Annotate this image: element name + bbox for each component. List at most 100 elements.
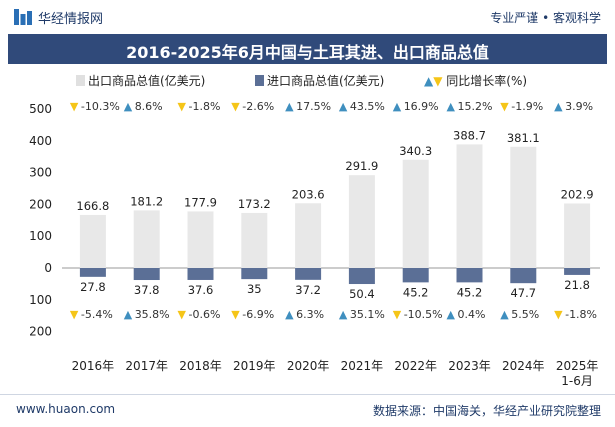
growth-down-icon: ▼ xyxy=(70,100,79,113)
import-growth-label: 5.5% xyxy=(511,308,539,321)
growth-up-icon: ▲ xyxy=(447,308,456,321)
export-bar xyxy=(402,159,429,268)
export-growth-label: 17.5% xyxy=(296,100,331,113)
footer-url: www.huaon.com xyxy=(16,402,116,416)
import-growth-label: -1.8% xyxy=(565,308,597,321)
export-growth-label: -2.6% xyxy=(242,100,274,113)
export-bar xyxy=(456,144,483,268)
import-value-label: 45.2 xyxy=(457,285,483,299)
export-value-label: 202.9 xyxy=(561,187,594,201)
growth-up-icon: ▲ xyxy=(285,100,294,113)
export-growth-label: 15.2% xyxy=(458,100,493,113)
x-category-label: 2018年 xyxy=(179,359,222,373)
legend-up-icon: ▲ xyxy=(424,74,434,88)
import-bar xyxy=(402,268,429,283)
import-value-label: 37.8 xyxy=(134,283,160,297)
growth-down-icon: ▼ xyxy=(500,100,509,113)
export-bar xyxy=(510,146,537,268)
legend-export-label: 出口商品总值(亿美元) xyxy=(88,74,206,88)
import-growth-label: -6.9% xyxy=(242,308,274,321)
export-growth-label: 16.9% xyxy=(404,100,439,113)
import-bar xyxy=(295,268,322,280)
import-growth-label: 0.4% xyxy=(458,308,486,321)
y-tick-label: 400 xyxy=(29,134,52,148)
x-category-label: 2025年 1-6月 xyxy=(556,359,599,388)
y-tick-label: 100 xyxy=(29,293,52,307)
export-value-label: 388.7 xyxy=(453,128,486,142)
growth-up-icon: ▲ xyxy=(339,100,348,113)
legend-growth-label: 同比增长率(%) xyxy=(446,74,528,88)
legend-export: 出口商品总值(亿美元) xyxy=(76,72,205,89)
import-bar xyxy=(133,268,160,281)
growth-up-icon: ▲ xyxy=(554,100,563,113)
x-category-label: 2017年 xyxy=(125,359,168,373)
import-growth-label: 35.8% xyxy=(135,308,170,321)
growth-up-icon: ▲ xyxy=(500,308,509,321)
legend-import: 进口商品总值(亿美元) xyxy=(255,72,384,89)
growth-down-icon: ▼ xyxy=(393,308,402,321)
export-value-label: 173.2 xyxy=(238,197,271,211)
legend-import-label: 进口商品总值(亿美元) xyxy=(267,74,385,88)
y-tick-label: 200 xyxy=(29,325,52,339)
legend-export-swatch xyxy=(76,75,85,86)
growth-up-icon: ▲ xyxy=(124,308,133,321)
growth-down-icon: ▼ xyxy=(231,100,240,113)
x-category-label: 2022年 xyxy=(394,359,437,373)
export-bar xyxy=(295,203,322,268)
growth-up-icon: ▲ xyxy=(124,100,133,113)
chart-legend: 出口商品总值(亿美元) 进口商品总值(亿美元) ▲▼ 同比增长率(%) xyxy=(0,68,615,92)
export-bar xyxy=(79,214,106,268)
legend-import-swatch xyxy=(255,75,264,86)
import-bar xyxy=(348,268,375,285)
y-tick-label: 500 xyxy=(29,102,52,116)
export-value-label: 203.6 xyxy=(292,187,325,201)
export-value-label: 166.8 xyxy=(76,199,109,213)
export-bar xyxy=(187,211,214,268)
slogan: 专业严谨 • 客观科学 xyxy=(490,11,601,25)
x-category-label: 2021年 xyxy=(341,359,384,373)
x-category-label: 2024年 xyxy=(502,359,545,373)
footer-divider xyxy=(0,394,615,395)
import-value-label: 35 xyxy=(247,282,262,296)
export-growth-label: 3.9% xyxy=(565,100,593,113)
x-category-label: 2020年 xyxy=(287,359,330,373)
export-bar xyxy=(564,203,591,268)
import-bar xyxy=(564,268,591,275)
growth-up-icon: ▲ xyxy=(393,100,402,113)
y-tick-label: 0 xyxy=(44,261,52,275)
export-value-label: 381.1 xyxy=(507,131,540,145)
legend-growth: ▲▼ 同比增长率(%) xyxy=(424,72,527,89)
y-tick-label: 300 xyxy=(29,166,52,180)
export-value-label: 177.9 xyxy=(184,195,217,209)
x-category-label: 2016年 xyxy=(72,359,115,373)
export-bar xyxy=(133,210,160,268)
growth-up-icon: ▲ xyxy=(339,308,348,321)
data-source: 数据来源：中国海关，华经产业研究院整理 xyxy=(372,404,601,418)
import-bar xyxy=(456,268,483,283)
import-value-label: 37.2 xyxy=(295,283,321,297)
title-band: 2016-2025年6月中国与土耳其进、出口商品总值 xyxy=(8,34,607,64)
export-growth-label: 8.6% xyxy=(135,100,163,113)
export-value-label: 181.2 xyxy=(130,194,163,208)
growth-down-icon: ▼ xyxy=(554,308,563,321)
x-category-label: 2023年 xyxy=(448,359,491,373)
import-growth-label: -10.5% xyxy=(404,308,443,321)
growth-down-icon: ▼ xyxy=(178,100,187,113)
export-value-label: 340.3 xyxy=(399,144,432,158)
import-value-label: 50.4 xyxy=(349,287,375,301)
export-bar xyxy=(348,175,375,268)
import-bar xyxy=(510,268,537,284)
export-value-label: 291.9 xyxy=(345,159,378,173)
export-growth-label: -1.8% xyxy=(189,100,221,113)
import-growth-label: 6.3% xyxy=(296,308,324,321)
y-tick-label: 100 xyxy=(29,229,52,243)
chart-title: 2016-2025年6月中国与土耳其进、出口商品总值 xyxy=(126,43,489,62)
growth-down-icon: ▼ xyxy=(70,308,79,321)
import-value-label: 37.6 xyxy=(188,283,214,297)
import-bar xyxy=(241,268,268,280)
growth-down-icon: ▼ xyxy=(178,308,187,321)
growth-up-icon: ▲ xyxy=(447,100,456,113)
export-growth-label: 43.5% xyxy=(350,100,385,113)
brand-logo-icon xyxy=(14,9,32,25)
